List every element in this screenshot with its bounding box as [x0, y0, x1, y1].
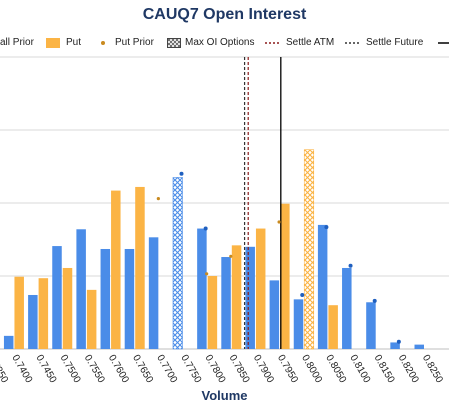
x-tick-label: 0.7350 [0, 353, 10, 385]
bar-call [269, 280, 280, 349]
bar-call [100, 248, 111, 349]
marker-call-prior [179, 171, 184, 176]
legend-label-settle-atm: Settle ATM [286, 37, 335, 48]
bar-call [148, 237, 159, 349]
x-tick-label: 0.7950 [275, 353, 300, 385]
x-tick-label: 0.7450 [34, 353, 59, 385]
bar-put [207, 276, 218, 349]
bar-put [14, 276, 24, 349]
bar-put [62, 267, 73, 349]
legend-swatch-extra-line [438, 42, 449, 44]
legend-label-call-prior: all Prior [0, 37, 34, 48]
bar-put [111, 190, 121, 349]
marker-call-prior [348, 263, 353, 268]
bar-call [390, 342, 400, 349]
bar-call [293, 299, 304, 349]
legend-label-put-prior: Put Prior [115, 37, 154, 48]
x-tick-label: 0.8250 [420, 353, 445, 385]
x-tick-label: 0.8000 [299, 353, 324, 385]
bar-put [255, 228, 266, 349]
bar-put [280, 203, 290, 349]
x-tick-label: 0.7650 [130, 353, 155, 385]
marker-put-prior [156, 197, 160, 201]
legend-swatch-max-oi [167, 38, 181, 48]
x-tick-label: 0.7850 [227, 353, 252, 385]
bar-call [245, 246, 255, 349]
bar-call [342, 267, 352, 349]
marker-call-prior [300, 292, 305, 297]
bar-call [76, 229, 86, 349]
bar-call [3, 335, 14, 349]
x-tick-label: 0.7400 [9, 353, 34, 385]
marker-call-prior [203, 226, 208, 231]
x-tick-label: 0.7750 [178, 353, 203, 385]
x-tick-label: 0.7550 [82, 353, 107, 385]
legend-label-max-oi: Max OI Options [185, 37, 255, 48]
legend-swatch-settle-future [345, 42, 361, 44]
marker-put-prior [229, 254, 233, 258]
chart-legend: all Prior Put Put Prior Max OI Options S… [0, 33, 449, 53]
bar-call [414, 344, 424, 349]
x-tick-label: 0.8050 [323, 353, 348, 385]
legend-label-settle-future: Settle Future [366, 37, 424, 48]
x-tick-label: 0.8200 [396, 353, 421, 385]
bar-max-oi [172, 177, 183, 350]
x-axis-label: Volume [201, 388, 248, 403]
x-tick-label: 0.8100 [347, 353, 372, 385]
bar-max-oi [303, 149, 315, 350]
marker-call-prior [324, 225, 329, 230]
x-tick-label: 0.7900 [251, 353, 276, 385]
marker-call-prior [396, 339, 401, 344]
bar-put [135, 186, 145, 349]
legend-swatch-settle-atm [265, 42, 281, 44]
bar-put [86, 289, 97, 349]
bar-call [124, 248, 135, 349]
x-tick-label: 0.7800 [203, 353, 228, 385]
marker-put-prior [277, 220, 281, 224]
bar-call [197, 228, 207, 349]
bar-call [52, 246, 62, 349]
x-tick-label: 0.7600 [106, 353, 131, 385]
bar-put [231, 245, 242, 349]
x-tick-label: 0.8150 [372, 353, 397, 385]
marker-call-prior [372, 298, 377, 303]
bar-call [366, 302, 376, 349]
bar-put [38, 278, 49, 349]
legend-swatch-put [46, 38, 60, 48]
bar-put [328, 305, 338, 349]
bar-call [317, 224, 328, 349]
legend-label-put: Put [66, 37, 82, 48]
x-tick-label: 0.7500 [58, 353, 83, 385]
x-tick-label: 0.7700 [154, 353, 179, 385]
bar-call [28, 294, 38, 349]
marker-put-prior [205, 272, 209, 276]
legend-swatch-put-prior [101, 41, 105, 45]
chart-title: CAUQ7 Open Interest [142, 6, 307, 23]
bar-call [221, 257, 231, 349]
